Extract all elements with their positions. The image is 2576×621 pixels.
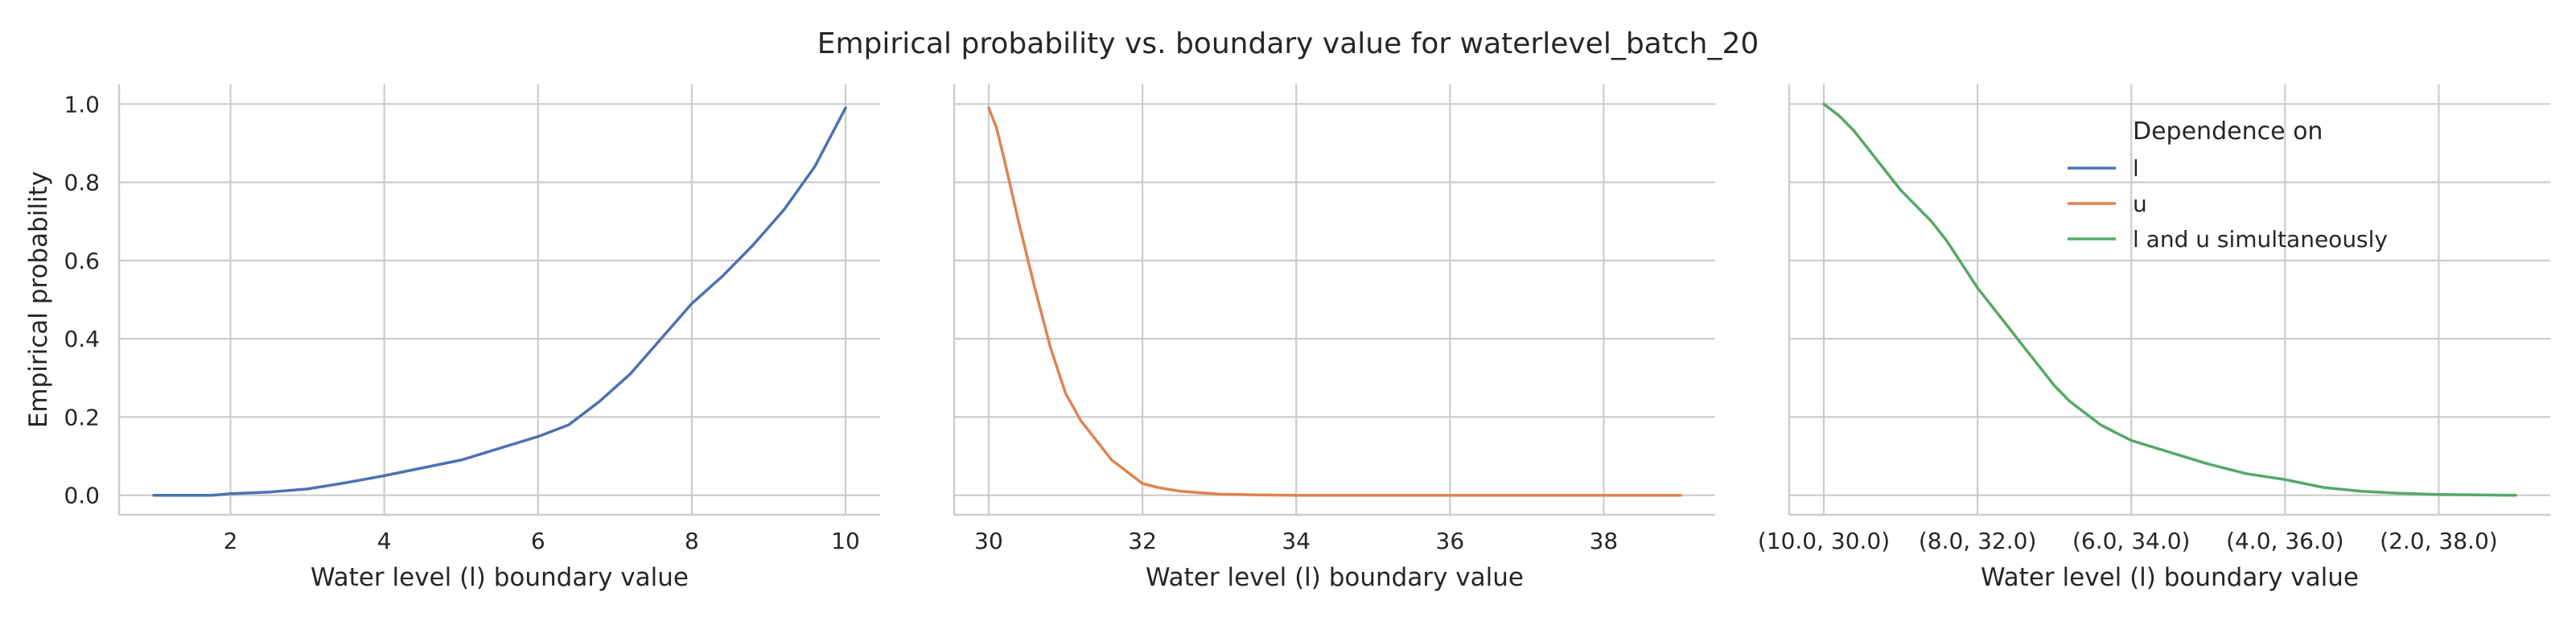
- x-tick-label-1-1: 4: [377, 528, 392, 554]
- x-tick-label-2-4: 38: [1590, 528, 1619, 554]
- y-tick-label-1-2: 0.4: [64, 326, 100, 352]
- x-tick-label-2-3: 36: [1436, 528, 1465, 554]
- legend-label-l: l: [2133, 155, 2139, 182]
- series-line-u: [987, 106, 1682, 497]
- x-tick-label-3-1: (8.0, 32.0): [1919, 528, 2037, 554]
- x-tick-label-2-0: 30: [974, 528, 1003, 554]
- series-line-l: [152, 106, 847, 497]
- x-tick-label-1-3: 8: [685, 528, 699, 554]
- x-tick-label-3-0: (10.0, 30.0): [1758, 528, 1890, 554]
- legend-label-lu: l and u simultaneously: [2133, 226, 2388, 253]
- x-tick-label-2-2: 34: [1282, 528, 1311, 554]
- x-tick-label-2-1: 32: [1128, 528, 1157, 554]
- x-tick-label-3-2: (6.0, 34.0): [2072, 528, 2191, 554]
- x-tick-label-1-2: 6: [531, 528, 545, 554]
- x-tick-label-3-4: (2.0, 38.0): [2380, 528, 2498, 554]
- y-tick-label-1-1: 0.2: [64, 404, 100, 430]
- legend-title: Dependence on: [2133, 117, 2323, 146]
- x-axis-label-2: Water level (l) boundary value: [1146, 563, 1524, 592]
- series-line-lu: [1822, 102, 2517, 497]
- legend-label-u: u: [2133, 191, 2147, 217]
- x-axis-label-3: Water level (l) boundary value: [1981, 563, 2359, 592]
- x-axis-label-1: Water level (l) boundary value: [311, 563, 689, 592]
- x-tick-label-1-0: 2: [224, 528, 238, 554]
- y-axis-label-1: Empirical probability: [24, 171, 53, 428]
- y-tick-label-1-0: 0.0: [64, 483, 100, 509]
- x-tick-label-3-3: (4.0, 36.0): [2226, 528, 2344, 554]
- y-tick-label-1-3: 0.6: [64, 248, 100, 274]
- x-tick-label-1-4: 10: [831, 528, 860, 554]
- y-tick-label-1-4: 0.8: [64, 170, 100, 196]
- y-tick-label-1-5: 1.0: [64, 91, 100, 117]
- chart-title: Empirical probability vs. boundary value…: [817, 27, 1759, 60]
